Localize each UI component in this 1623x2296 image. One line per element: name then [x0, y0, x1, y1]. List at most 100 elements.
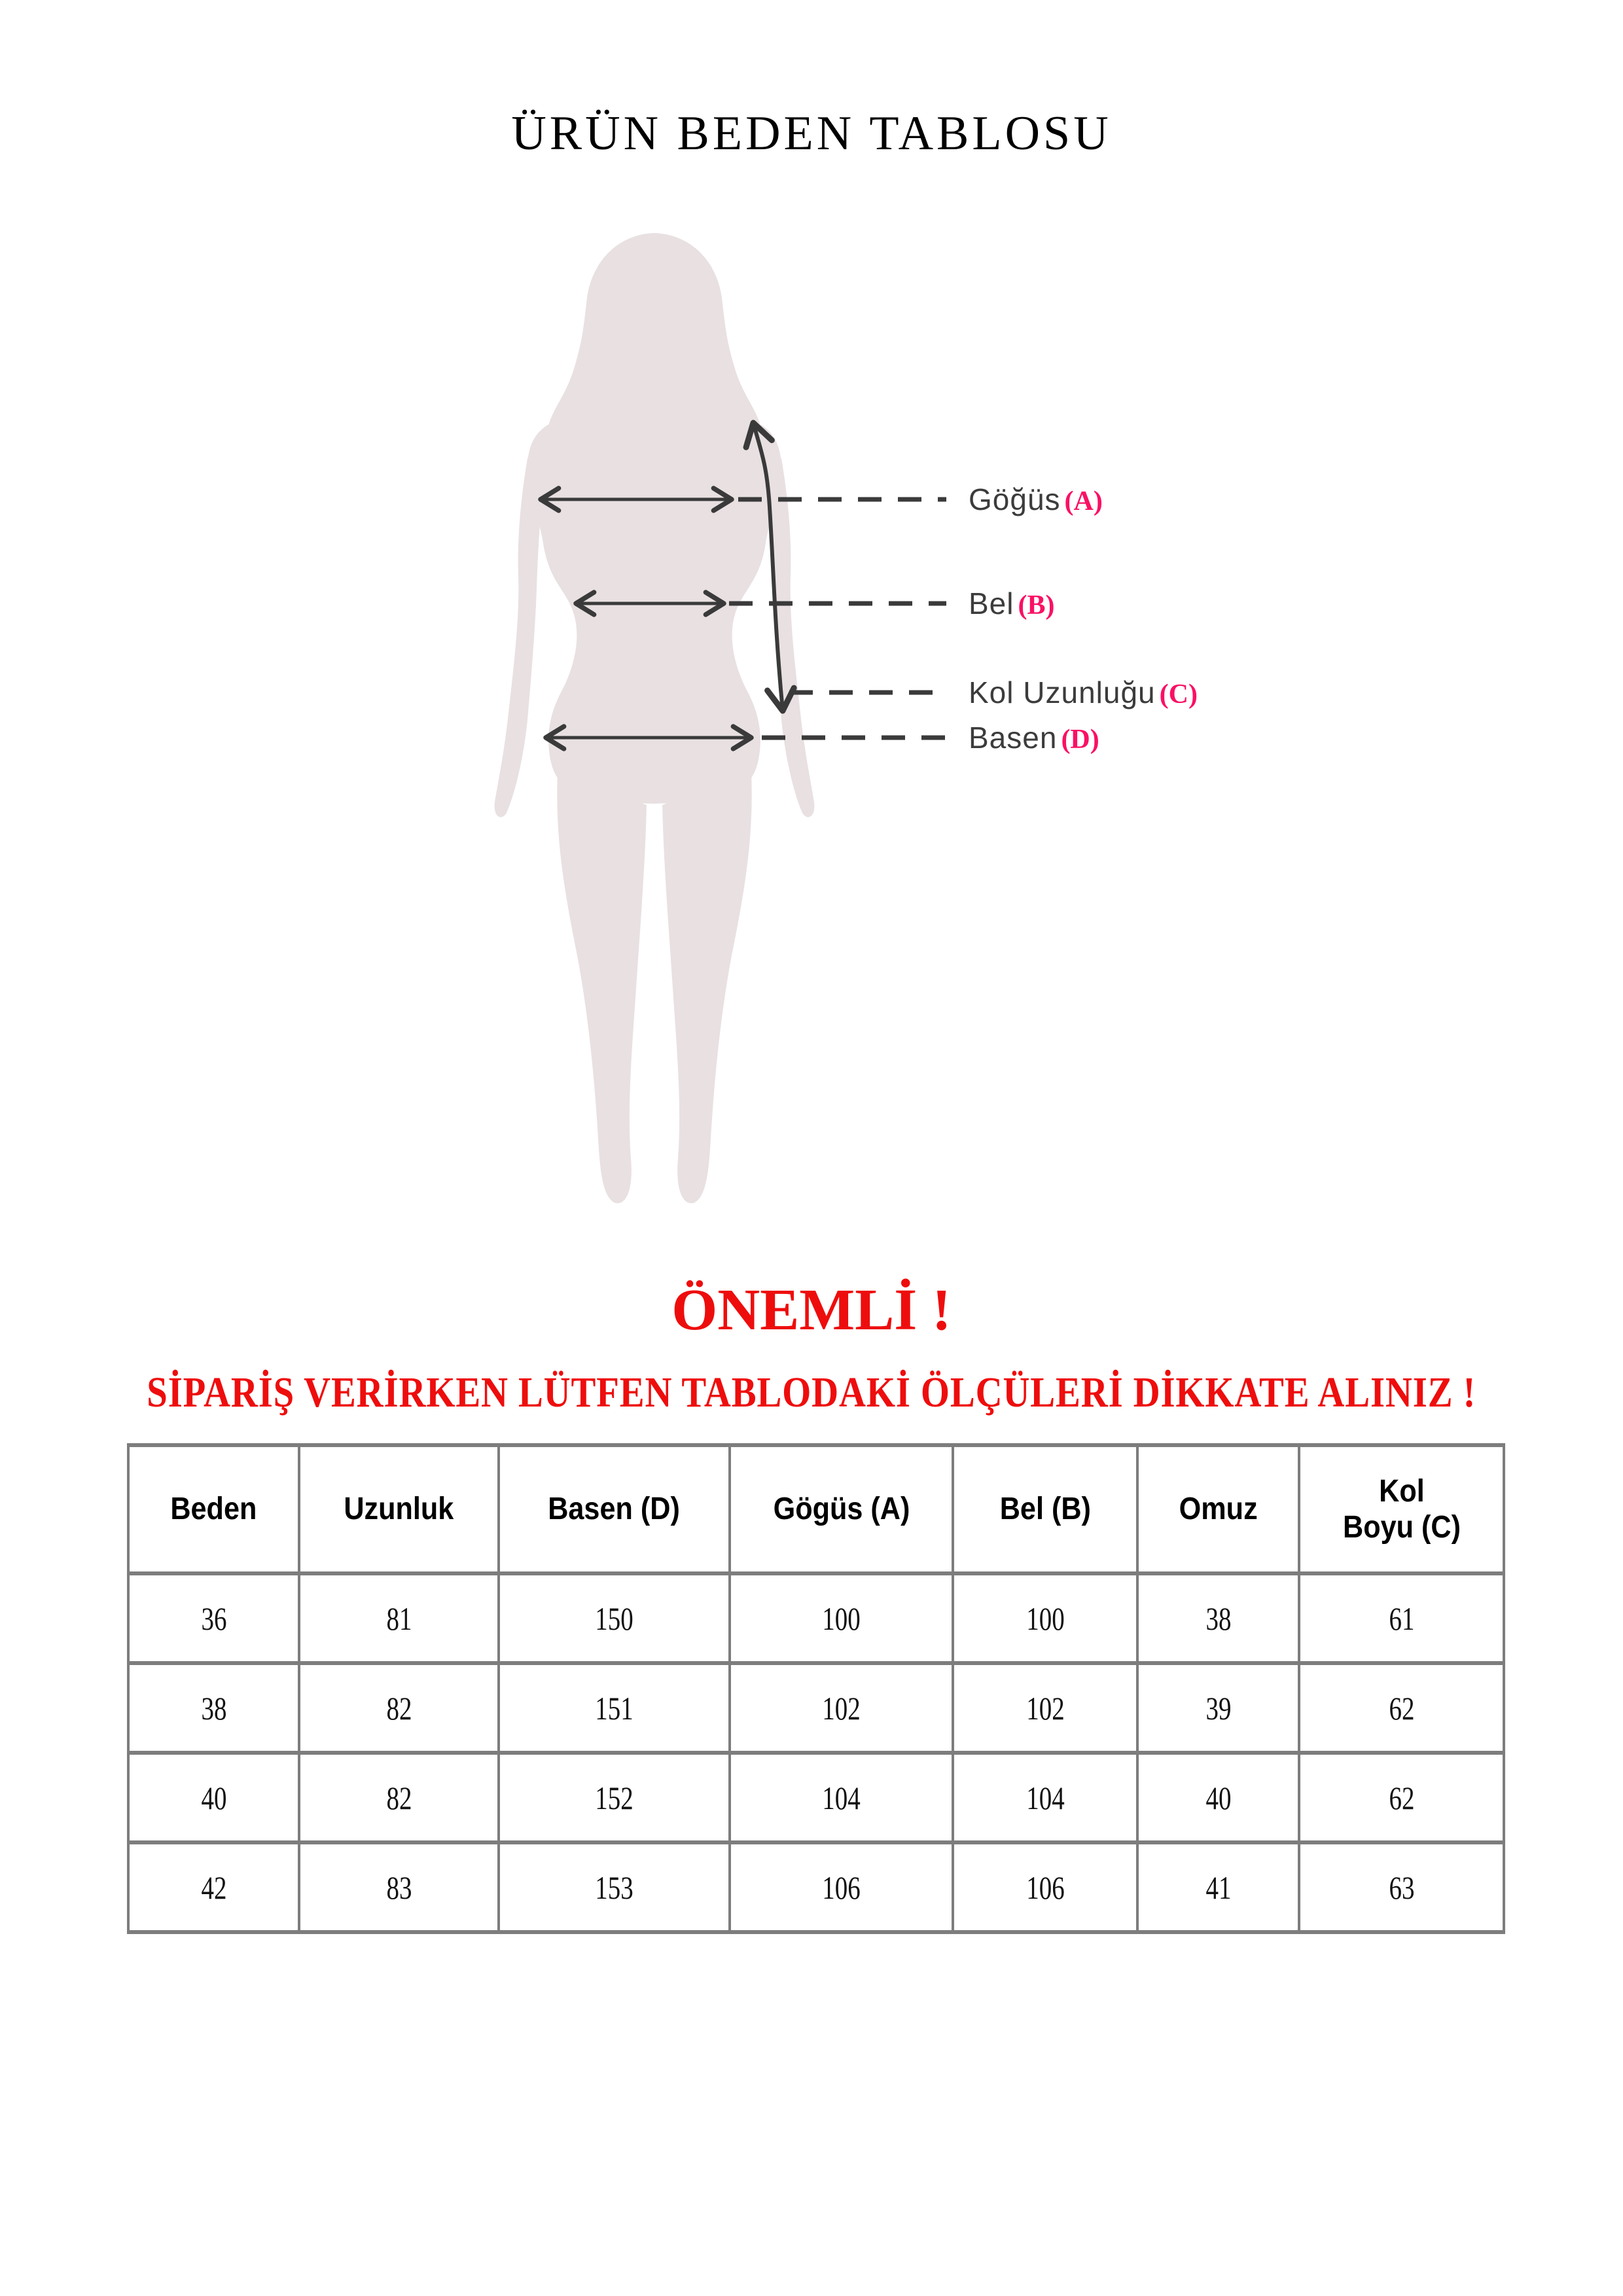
cell-value: 63: [1389, 1869, 1414, 1906]
cell: 63: [1298, 1840, 1505, 1934]
warning-text-inner: SİPARİŞ VERİRKEN LÜTFEN TABLODAKİ ÖLÇÜLE…: [147, 1369, 1476, 1416]
header-basen-label: Basen (D): [548, 1492, 681, 1527]
header-beden: Beden: [127, 1443, 300, 1575]
cell: 83: [298, 1840, 500, 1934]
silhouette-head-hair: [548, 233, 760, 436]
body-measurement-diagram: [494, 233, 946, 1204]
cell: 102: [952, 1661, 1139, 1755]
silhouette-torso: [527, 410, 782, 804]
cell: 38: [127, 1661, 300, 1755]
header-bel: Bel (B): [952, 1443, 1139, 1575]
cell-value: 153: [595, 1869, 633, 1906]
page-title: ÜRÜN BEDEN TABLOSU: [511, 107, 1112, 160]
label-hip-text: Basen: [969, 721, 1058, 755]
cell-value: 150: [595, 1600, 633, 1637]
cell-value: 81: [386, 1600, 412, 1637]
silhouette-left-arm: [494, 458, 544, 817]
cell: 40: [127, 1751, 300, 1844]
female-silhouette: [494, 233, 815, 1204]
warning-text: SİPARİŞ VERİRKEN LÜTFEN TABLODAKİ ÖLÇÜLE…: [0, 1368, 1623, 1418]
label-hip-letter: (D): [1061, 725, 1099, 755]
important-heading: ÖNEMLİ !: [671, 1278, 952, 1342]
cell: 82: [298, 1661, 500, 1755]
measure-arrows: [538, 420, 797, 751]
cell-value: 100: [1026, 1600, 1065, 1637]
cell-value: 106: [1026, 1869, 1065, 1906]
label-chest-text: Göğüs: [969, 482, 1061, 516]
label-arm-length: Kol Uzunluğu (C): [969, 674, 1198, 711]
header-bel-label: Bel (B): [999, 1492, 1091, 1527]
cell-value: 151: [595, 1689, 633, 1727]
header-gogus: Gögüs (A): [728, 1443, 954, 1575]
label-chest: Göğüs (A): [969, 481, 1103, 518]
cell-value: 38: [1205, 1600, 1231, 1637]
cell-value: 83: [386, 1869, 412, 1906]
cell-value: 82: [386, 1779, 412, 1816]
cell: 61: [1298, 1571, 1505, 1665]
cell-value: 102: [822, 1689, 861, 1727]
cell: 104: [952, 1751, 1139, 1844]
silhouette-right-leg: [662, 772, 752, 1204]
cell-value: 100: [822, 1600, 861, 1637]
header-kol-boyu: Kol Boyu (C): [1298, 1443, 1505, 1575]
cell: 42: [127, 1840, 300, 1934]
cell: 151: [497, 1661, 731, 1755]
header-omuz: Omuz: [1136, 1443, 1300, 1575]
cell-value: 39: [1205, 1689, 1231, 1727]
cell: 36: [127, 1571, 300, 1665]
table-row-size-36: 36 81 150 100 100 38 61: [127, 1571, 1505, 1665]
silhouette-right-arm: [765, 458, 815, 817]
cell-value: 61: [1389, 1600, 1414, 1637]
table-row-size-40: 40 82 152 104 104 40 62: [127, 1751, 1505, 1844]
header-uzunluk: Uzunluk: [298, 1443, 500, 1575]
cell-value: 152: [595, 1779, 633, 1816]
cell: 100: [952, 1571, 1139, 1665]
header-omuz-label: Omuz: [1179, 1492, 1258, 1527]
cell: 106: [952, 1840, 1139, 1934]
cell: 62: [1298, 1661, 1505, 1755]
table-row-size-42: 42 83 153 106 106 41 63: [127, 1840, 1505, 1934]
cell: 104: [728, 1751, 954, 1844]
leader-lines: [729, 497, 946, 740]
header-kol-boyu-label: Kol Boyu (C): [1342, 1473, 1461, 1545]
label-chest-letter: (A): [1064, 486, 1103, 516]
cell: 41: [1136, 1840, 1300, 1934]
cell: 38: [1136, 1571, 1300, 1665]
header-beden-label: Beden: [170, 1492, 257, 1527]
size-table: Beden Uzunluk Basen (D) Gögüs (A) Bel (B…: [127, 1443, 1505, 1934]
table-row-size-38: 38 82 151 102 102 39 62: [127, 1661, 1505, 1755]
label-waist-text: Bel: [969, 586, 1014, 620]
label-waist-letter: (B): [1018, 590, 1055, 620]
cell-value: 104: [822, 1779, 861, 1816]
cell: 100: [728, 1571, 954, 1665]
cell: 106: [728, 1840, 954, 1934]
size-table-header-row: Beden Uzunluk Basen (D) Gögüs (A) Bel (B…: [127, 1443, 1505, 1575]
cell: 39: [1136, 1661, 1300, 1755]
cell: 153: [497, 1840, 731, 1934]
cell-value: 106: [822, 1869, 861, 1906]
cell-value: 41: [1205, 1869, 1231, 1906]
header-basen: Basen (D): [497, 1443, 731, 1575]
label-arm-length-letter: (C): [1159, 679, 1198, 709]
arm-length-arrow: [743, 420, 797, 714]
cell-value: 104: [1026, 1779, 1065, 1816]
cell-value: 42: [201, 1869, 226, 1906]
cell: 150: [497, 1571, 731, 1665]
cell-value: 38: [201, 1689, 226, 1727]
header-gogus-label: Gögüs (A): [773, 1492, 910, 1527]
cell-value: 36: [201, 1600, 226, 1637]
cell-value: 40: [201, 1779, 226, 1816]
silhouette-left-leg: [557, 772, 647, 1204]
cell: 152: [497, 1751, 731, 1844]
cell: 102: [728, 1661, 954, 1755]
label-hip: Basen (D): [969, 719, 1099, 756]
cell-value: 62: [1389, 1689, 1414, 1727]
label-arm-length-text: Kol Uzunluğu: [969, 675, 1156, 709]
header-uzunluk-label: Uzunluk: [344, 1492, 454, 1527]
cell-value: 40: [1205, 1779, 1231, 1816]
cell-value: 62: [1389, 1779, 1414, 1816]
cell-value: 102: [1026, 1689, 1065, 1727]
cell-value: 82: [386, 1689, 412, 1727]
cell: 82: [298, 1751, 500, 1844]
cell: 40: [1136, 1751, 1300, 1844]
